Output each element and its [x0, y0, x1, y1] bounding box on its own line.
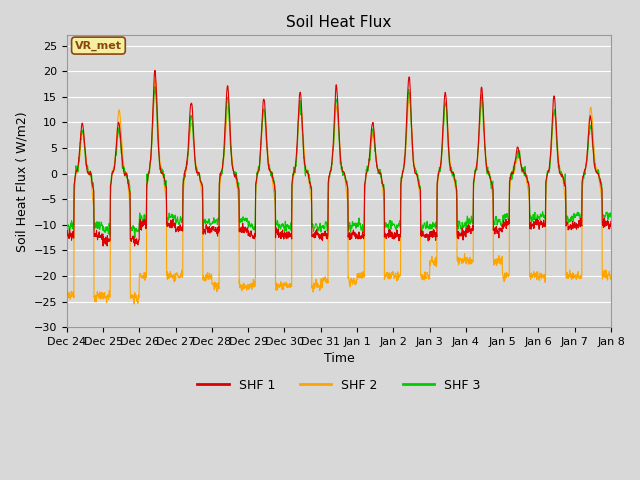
SHF 2 — [131, 301, 138, 307]
SHF 1 — [575, 222, 582, 228]
SHF 3 — [215, 203, 223, 209]
SHF 3 — [355, 215, 363, 221]
X-axis label: Time: Time — [324, 352, 355, 365]
SHF 2 — [367, 144, 374, 150]
SHF 1 — [215, 228, 223, 234]
Line: SHF 3: SHF 3 — [67, 87, 611, 238]
SHF 2 — [152, 77, 159, 83]
SHF 3 — [575, 210, 582, 216]
SHF 1 — [559, 176, 567, 181]
SHF 3 — [367, 141, 374, 146]
SHF 3 — [131, 235, 139, 240]
SHF 3 — [63, 223, 70, 229]
SHF 1 — [607, 218, 615, 224]
Line: SHF 1: SHF 1 — [67, 71, 611, 246]
Y-axis label: Soil Heat Flux ( W/m2): Soil Heat Flux ( W/m2) — [15, 111, 28, 252]
SHF 1 — [63, 231, 70, 237]
SHF 3 — [559, 178, 567, 183]
SHF 2 — [497, 255, 505, 261]
Text: VR_met: VR_met — [75, 40, 122, 51]
SHF 2 — [215, 284, 223, 290]
SHF 1 — [103, 243, 111, 249]
SHF 1 — [497, 228, 505, 234]
SHF 3 — [607, 214, 615, 220]
SHF 1 — [355, 229, 363, 235]
Title: Soil Heat Flux: Soil Heat Flux — [286, 15, 392, 30]
Legend: SHF 1, SHF 2, SHF 3: SHF 1, SHF 2, SHF 3 — [193, 374, 485, 397]
Line: SHF 2: SHF 2 — [67, 80, 611, 304]
SHF 2 — [607, 272, 615, 277]
SHF 3 — [151, 84, 159, 90]
SHF 1 — [367, 134, 374, 140]
SHF 3 — [497, 221, 505, 227]
SHF 2 — [575, 273, 582, 279]
SHF 1 — [151, 68, 159, 73]
SHF 2 — [559, 181, 567, 187]
SHF 2 — [355, 274, 363, 279]
SHF 2 — [63, 296, 70, 302]
